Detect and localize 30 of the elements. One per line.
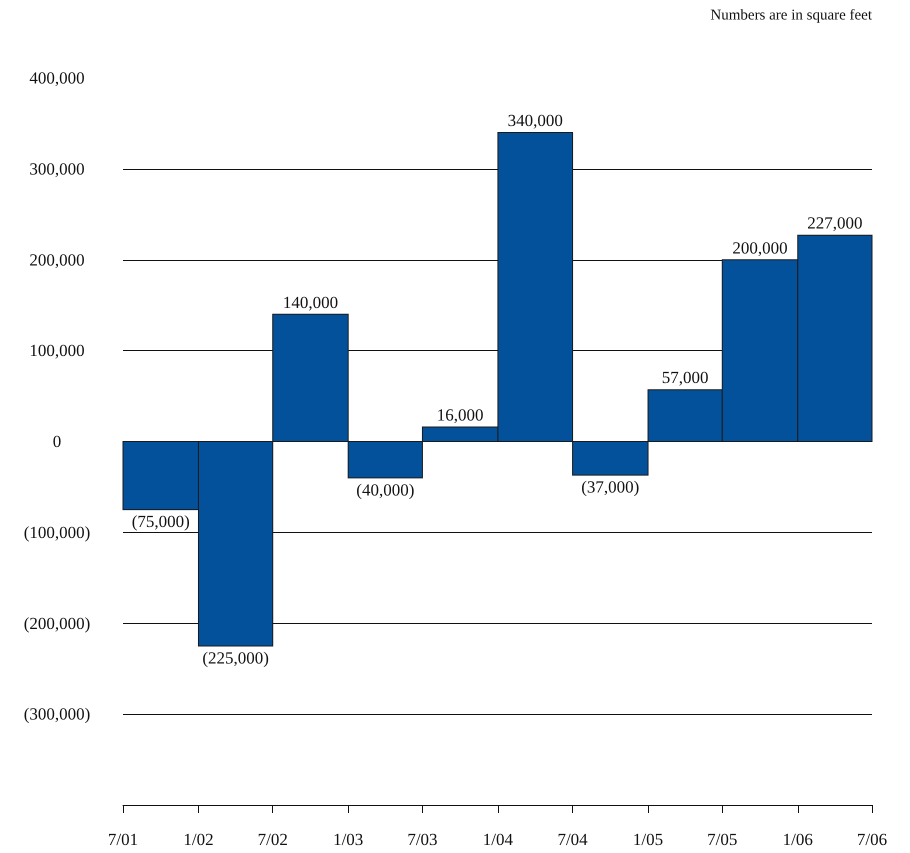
x-tick-label: 1/03: [333, 830, 364, 849]
x-tick-label: 1/02: [183, 830, 214, 849]
x-tick-label: 1/04: [482, 830, 514, 849]
x-tick-label: 1/05: [632, 830, 664, 849]
data-label: 227,000: [807, 214, 863, 233]
x-tick-label: 7/03: [407, 830, 438, 849]
x-tick-label: 7/06: [856, 830, 888, 849]
data-label: 140,000: [282, 292, 338, 312]
data-label: 340,000: [508, 111, 563, 130]
y-tick-label: 100,000: [29, 341, 85, 360]
data-label: 16,000: [436, 405, 484, 424]
x-tick-label: 7/05: [707, 830, 738, 849]
y-tick-label: 400,000: [29, 68, 85, 88]
x-tick-label: 1/06: [782, 830, 813, 849]
data-label: (225,000): [202, 648, 269, 668]
y-tick-label: 300,000: [29, 159, 85, 178]
x-tick-label: 7/01: [108, 830, 138, 849]
y-tick-label: (300,000): [24, 704, 90, 724]
text: Numbers are in square feet: [710, 8, 873, 24]
x-tick-label: 7/04: [557, 830, 588, 849]
x-tick-label: 7/02: [258, 830, 288, 849]
data-label: (40,000): [356, 480, 414, 500]
y-tick-label: (200,000): [24, 614, 90, 633]
data-label: 57,000: [662, 368, 709, 388]
data-label: 200,000: [732, 238, 788, 258]
data-label: (75,000): [132, 512, 190, 532]
data-label: (37,000): [581, 478, 640, 497]
y-tick-label: (100,000): [24, 522, 90, 542]
y-tick-label: 0: [52, 432, 62, 451]
y-tick-label: 200,000: [29, 250, 85, 270]
